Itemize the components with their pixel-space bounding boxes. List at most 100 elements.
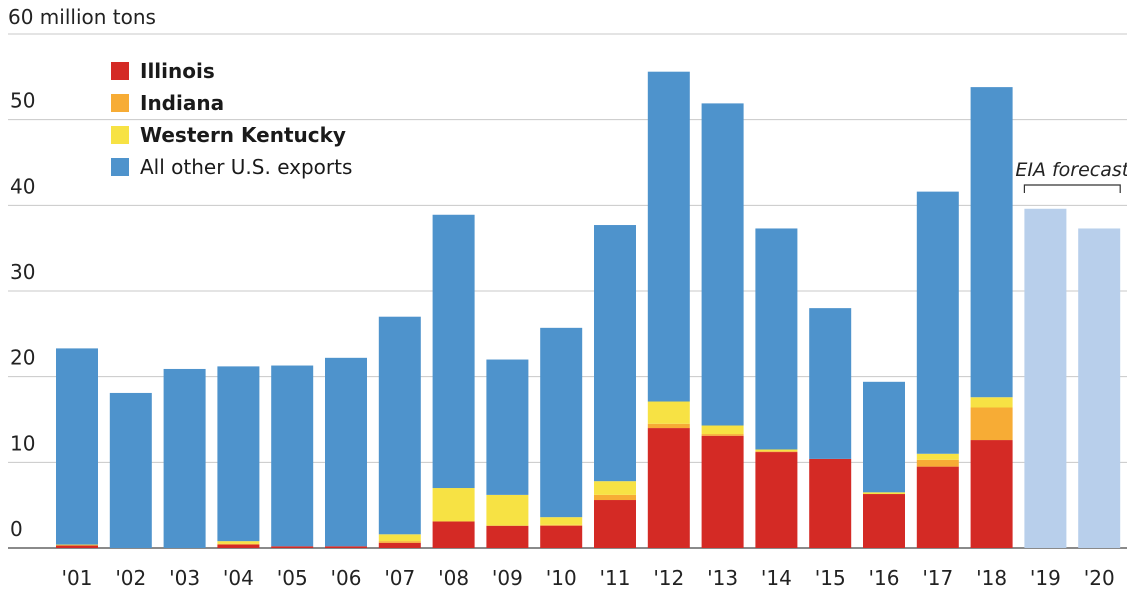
- bar-segment: [540, 517, 583, 525]
- legend-label: Indiana: [140, 91, 224, 115]
- x-tick-label: '05: [277, 566, 308, 590]
- x-tick-label: '13: [707, 566, 738, 590]
- legend-label: Illinois: [140, 59, 215, 83]
- bar-segment: [916, 453, 959, 460]
- bar-segment: [916, 466, 959, 548]
- bar-segment: [809, 458, 852, 548]
- bar-segment: [109, 392, 152, 548]
- x-tick-label: '02: [115, 566, 146, 590]
- bar-segment: [594, 481, 636, 495]
- bar-segment: [378, 534, 421, 542]
- bar-segment: [163, 368, 206, 548]
- bar-segment: [1078, 228, 1121, 549]
- legend-swatch: [111, 158, 129, 176]
- x-tick-label: '17: [922, 566, 953, 590]
- bar-segment: [325, 357, 367, 547]
- bar-segment: [56, 545, 98, 548]
- x-tick-label: '16: [869, 566, 900, 590]
- bar-segment: [755, 452, 798, 548]
- bar-segment: [701, 434, 744, 436]
- legend-swatch: [111, 94, 129, 112]
- bar-segment: [378, 542, 421, 548]
- x-tick-label: '06: [331, 566, 362, 590]
- legend-label: All other U.S. exports: [140, 155, 352, 179]
- bar-segment: [809, 308, 852, 459]
- bar-segment: [647, 428, 690, 548]
- bar-segment: [486, 359, 529, 495]
- bar-segment: [1024, 208, 1067, 548]
- forecast-annotation: EIA forecast: [1015, 159, 1127, 193]
- bar-segment: [486, 525, 529, 548]
- bar-segment: [701, 103, 744, 426]
- y-tick-label: 10: [10, 431, 35, 455]
- bar-segment: [271, 546, 314, 548]
- x-tick-label: '14: [761, 566, 792, 590]
- y-tick-label: 40: [10, 174, 35, 198]
- bar-segment: [432, 488, 475, 522]
- legend-swatch: [111, 62, 129, 80]
- bar-segment: [863, 381, 905, 493]
- bar-segment: [594, 500, 636, 548]
- bar-segment: [916, 191, 959, 454]
- bar-segment: [970, 440, 1013, 548]
- legend-label: Western Kentucky: [140, 123, 346, 147]
- bar-segment: [594, 225, 636, 482]
- forecast-bracket: [1023, 184, 1121, 193]
- x-tick-label: '03: [169, 566, 200, 590]
- bar-segment: [701, 425, 744, 435]
- bars-group: [56, 71, 1121, 549]
- bar-segment: [432, 521, 475, 548]
- bar-segment: [970, 407, 1013, 441]
- y-tick-label: 20: [10, 346, 35, 370]
- bar-segment: [432, 214, 475, 489]
- x-axis-ticks: '01 '02 '03 '04 '05 '06 '07 '08 '09 '10 '11 '12 '13 '…: [62, 566, 1115, 590]
- bar-segment: [486, 494, 529, 526]
- bar-segment: [755, 228, 798, 450]
- x-tick-label: '07: [384, 566, 415, 590]
- y-axis-ticks: 0 10 20 30 40 50: [10, 89, 35, 541]
- x-tick-label: '10: [546, 566, 577, 590]
- x-tick-label: '15: [815, 566, 846, 590]
- x-tick-label: '18: [976, 566, 1007, 590]
- bar-segment: [540, 524, 583, 526]
- bar-segment: [271, 365, 314, 547]
- legend: Illinois Indiana Western Kentucky All other…: [111, 59, 352, 179]
- bar-segment: [378, 316, 421, 535]
- bar-segment: [755, 449, 798, 452]
- bar-segment: [970, 397, 1013, 408]
- x-tick-label: '12: [653, 566, 684, 590]
- bar-segment: [916, 459, 959, 467]
- y-tick-label: 50: [10, 89, 35, 113]
- bar-segment: [217, 543, 260, 545]
- bar-segment: [755, 451, 798, 453]
- bar-segment: [647, 71, 690, 402]
- x-tick-label: '20: [1084, 566, 1115, 590]
- bar-segment: [217, 544, 260, 548]
- bar-segment: [647, 401, 690, 424]
- bar-segment: [56, 544, 98, 546]
- x-tick-label: '19: [1030, 566, 1061, 590]
- x-tick-label: '08: [438, 566, 469, 590]
- bar-segment: [325, 546, 367, 548]
- y-tick-label: 0: [10, 517, 23, 541]
- bar-segment: [863, 492, 905, 495]
- bar-segment: [540, 525, 583, 548]
- y-axis-unit-label: 60 million tons: [8, 5, 156, 29]
- bar-segment: [594, 494, 636, 501]
- forecast-label: EIA forecast: [1015, 159, 1127, 181]
- bar-segment: [56, 348, 98, 545]
- bar-segment: [378, 541, 421, 543]
- bar-segment: [863, 494, 905, 548]
- x-tick-label: '09: [492, 566, 523, 590]
- bar-segment: [647, 423, 690, 429]
- x-tick-label: '01: [62, 566, 93, 590]
- x-tick-label: '11: [600, 566, 631, 590]
- legend-swatch: [111, 126, 129, 144]
- y-tick-label: 30: [10, 260, 35, 284]
- bar-segment: [540, 327, 583, 518]
- bar-segment: [217, 366, 260, 542]
- x-tick-label: '04: [223, 566, 254, 590]
- bar-segment: [217, 541, 260, 544]
- bar-segment: [970, 87, 1013, 398]
